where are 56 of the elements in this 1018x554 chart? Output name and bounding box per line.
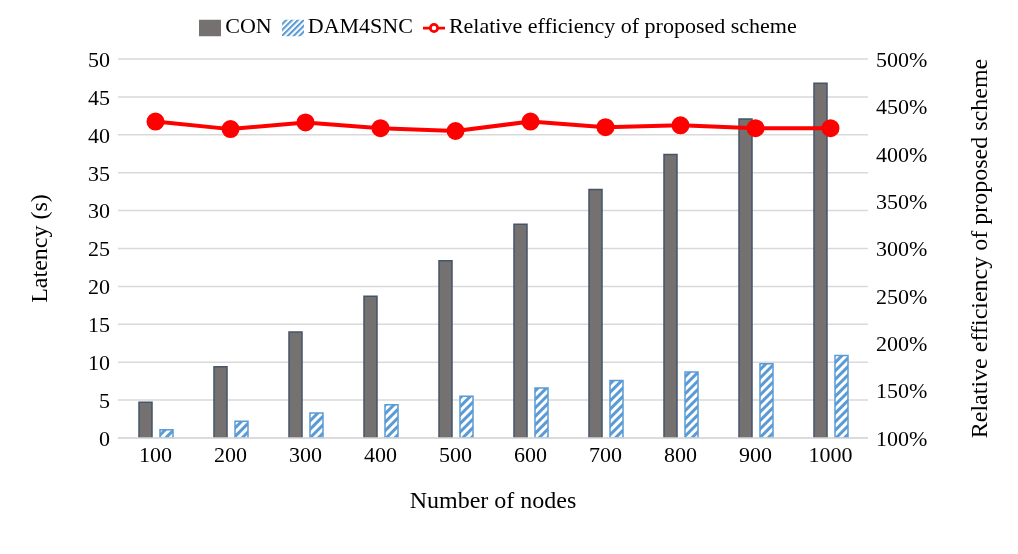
x-tick-label: 300 [289,441,322,467]
y-tick-label: 45 [88,84,110,110]
bar [663,153,678,438]
bar [684,371,699,438]
x-tick-label: 800 [664,441,697,467]
bar [234,420,249,438]
bar [534,387,549,438]
x-axis-title: Number of nodes [409,487,577,513]
x-tick-label: 500 [439,441,472,467]
bar [309,412,324,438]
y-tick-label: 0 [99,425,110,451]
bar [138,401,153,438]
y-tick-label: 40 [88,122,110,148]
y-tick-label: 10 [88,350,110,376]
x-tick-label: 100 [139,441,172,467]
bar [513,223,528,438]
y2-tick-label: 100% [876,425,928,451]
y2-tick-label: 300% [876,236,928,262]
bar [438,259,453,438]
bar [609,379,624,438]
y2-tick-label: 250% [876,283,928,309]
x-tick-label: 200 [214,441,247,467]
y-tick-label: 20 [88,274,110,300]
bar [288,331,303,438]
y2-tick-label: 450% [876,94,928,120]
x-tick-label: 400 [364,441,397,467]
x-tick-label: 1000 [808,441,853,467]
bar [213,366,228,438]
legend-label: CON [225,13,272,38]
y-tick-label: 25 [88,236,110,262]
y2-tick-label: 500% [876,46,928,72]
bar [363,295,378,438]
legend-label: Relative efficiency of proposed scheme [448,13,797,38]
bar [834,354,849,438]
y2-tick-label: 150% [876,378,928,404]
y2-tick-label: 400% [876,141,928,167]
bar [813,82,828,438]
bar [759,362,774,438]
y-tick-label: 5 [99,387,110,413]
y2-tick-label: 200% [876,331,928,357]
x-tick-label: 900 [739,441,772,467]
bar [588,188,603,438]
bar [459,395,474,438]
y-tick-label: 50 [88,46,110,72]
bar [159,428,174,438]
y2-axis-title: Relative efficiency of proposed scheme [965,58,992,439]
legend-label: DAM4SNC [307,13,413,38]
y-axis-title: Latency (s) [25,194,52,303]
y2-tick-label: 350% [876,188,928,214]
bar [384,403,399,438]
y-tick-label: 15 [88,312,110,338]
x-tick-label: 700 [589,441,622,467]
bar [738,118,753,438]
y-tick-label: 35 [88,160,110,186]
x-tick-label: 600 [514,441,547,467]
y-tick-label: 30 [88,198,110,224]
